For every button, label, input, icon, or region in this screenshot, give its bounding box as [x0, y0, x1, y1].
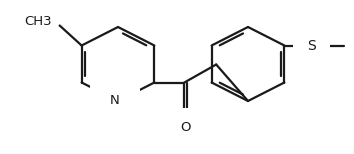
Text: CH3: CH3: [24, 15, 52, 28]
Text: S: S: [307, 38, 316, 53]
Text: N: N: [110, 95, 120, 107]
Text: O: O: [181, 121, 191, 134]
